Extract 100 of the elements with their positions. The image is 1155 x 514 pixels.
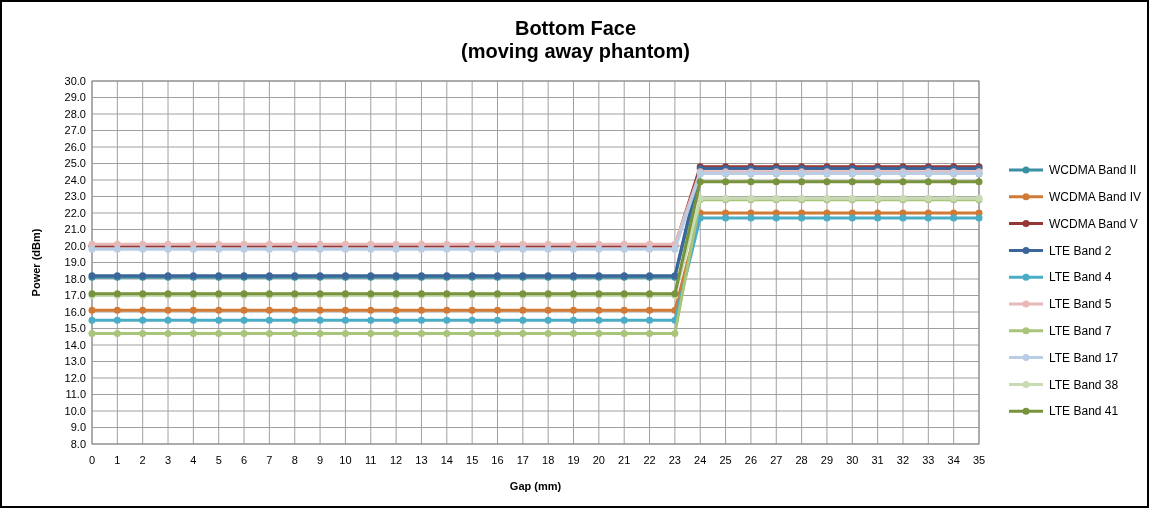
point bbox=[874, 214, 882, 222]
point bbox=[88, 329, 96, 337]
point bbox=[747, 178, 755, 186]
point bbox=[798, 178, 806, 186]
point bbox=[215, 306, 223, 314]
point bbox=[316, 329, 324, 337]
point bbox=[113, 306, 121, 314]
y-tick-label: 11.0 bbox=[65, 388, 86, 401]
point bbox=[519, 329, 527, 337]
x-tick-label: 21 bbox=[618, 454, 631, 466]
y-tick-label: 13.0 bbox=[64, 355, 86, 368]
point bbox=[164, 316, 172, 324]
point bbox=[493, 329, 501, 337]
x-tick-label: 20 bbox=[592, 454, 605, 466]
point bbox=[747, 214, 755, 222]
y-tick-label: 29.0 bbox=[64, 91, 86, 104]
point bbox=[88, 306, 96, 314]
point bbox=[950, 178, 958, 186]
x-tick-label: 28 bbox=[795, 454, 808, 466]
point bbox=[570, 316, 578, 324]
y-tick-label: 28.0 bbox=[64, 107, 86, 120]
point bbox=[823, 214, 831, 222]
x-tick-label: 30 bbox=[846, 454, 859, 466]
point bbox=[722, 214, 730, 222]
point bbox=[899, 178, 907, 186]
point bbox=[899, 214, 907, 222]
point bbox=[189, 329, 197, 337]
x-tick-label: 11 bbox=[365, 454, 377, 466]
point bbox=[240, 306, 248, 314]
point bbox=[975, 178, 983, 186]
point bbox=[443, 316, 451, 324]
point bbox=[341, 306, 349, 314]
y-tick-label: 25.0 bbox=[64, 157, 86, 170]
point bbox=[671, 329, 679, 337]
legend-label: LTE Band 2 bbox=[1049, 243, 1112, 258]
point bbox=[646, 329, 654, 337]
point bbox=[924, 214, 932, 222]
point bbox=[595, 329, 603, 337]
point bbox=[291, 306, 299, 314]
y-tick-label: 20.0 bbox=[64, 239, 86, 252]
x-tick-label: 27 bbox=[770, 454, 783, 466]
x-tick-label: 14 bbox=[440, 454, 453, 466]
x-tick-label: 17 bbox=[516, 454, 529, 466]
point bbox=[367, 316, 375, 324]
point bbox=[570, 306, 578, 314]
point bbox=[620, 306, 628, 314]
point bbox=[417, 316, 425, 324]
point bbox=[772, 178, 780, 186]
point bbox=[798, 214, 806, 222]
point bbox=[722, 178, 730, 186]
point bbox=[265, 306, 273, 314]
point bbox=[240, 316, 248, 324]
y-tick-label: 21.0 bbox=[64, 223, 86, 236]
x-tick-label: 22 bbox=[643, 454, 656, 466]
point bbox=[316, 306, 324, 314]
point bbox=[493, 306, 501, 314]
point bbox=[392, 306, 400, 314]
point bbox=[646, 306, 654, 314]
point bbox=[595, 306, 603, 314]
legend-label: WCDMA Band V bbox=[1049, 216, 1138, 231]
legend-label: LTE Band 5 bbox=[1049, 297, 1112, 312]
point bbox=[468, 316, 476, 324]
x-tick-label: 1 bbox=[114, 454, 121, 466]
point bbox=[291, 329, 299, 337]
y-tick-label: 12.0 bbox=[64, 371, 86, 384]
y-tick-label: 15.0 bbox=[64, 322, 86, 335]
legend-label: LTE Band 38 bbox=[1049, 377, 1119, 392]
legend-label: WCDMA Band II bbox=[1049, 163, 1137, 178]
point bbox=[88, 316, 96, 324]
point bbox=[950, 214, 958, 222]
point bbox=[874, 178, 882, 186]
x-tick-label: 5 bbox=[215, 454, 222, 466]
y-tick-label: 30.0 bbox=[64, 74, 86, 87]
x-tick-label: 32 bbox=[896, 454, 910, 466]
point bbox=[392, 329, 400, 337]
y-axis-title: Power (dBm) bbox=[30, 228, 42, 297]
x-tick-label: 31 bbox=[871, 454, 884, 466]
x-tick-label: 10 bbox=[339, 454, 352, 466]
x-tick-label: 2 bbox=[139, 454, 146, 466]
point bbox=[443, 329, 451, 337]
point bbox=[519, 306, 527, 314]
point bbox=[367, 329, 375, 337]
point bbox=[215, 316, 223, 324]
point bbox=[493, 316, 501, 324]
chart-title: Bottom Face bbox=[514, 17, 637, 39]
point bbox=[367, 306, 375, 314]
point bbox=[341, 316, 349, 324]
y-tick-label: 18.0 bbox=[64, 272, 86, 285]
point bbox=[468, 306, 476, 314]
point bbox=[341, 329, 349, 337]
point bbox=[595, 316, 603, 324]
x-tick-label: 4 bbox=[190, 454, 197, 466]
point bbox=[164, 329, 172, 337]
point bbox=[392, 316, 400, 324]
point bbox=[417, 306, 425, 314]
x-tick-label: 29 bbox=[820, 454, 834, 466]
point bbox=[265, 329, 273, 337]
point bbox=[544, 306, 552, 314]
point bbox=[113, 329, 121, 337]
point bbox=[975, 214, 983, 222]
